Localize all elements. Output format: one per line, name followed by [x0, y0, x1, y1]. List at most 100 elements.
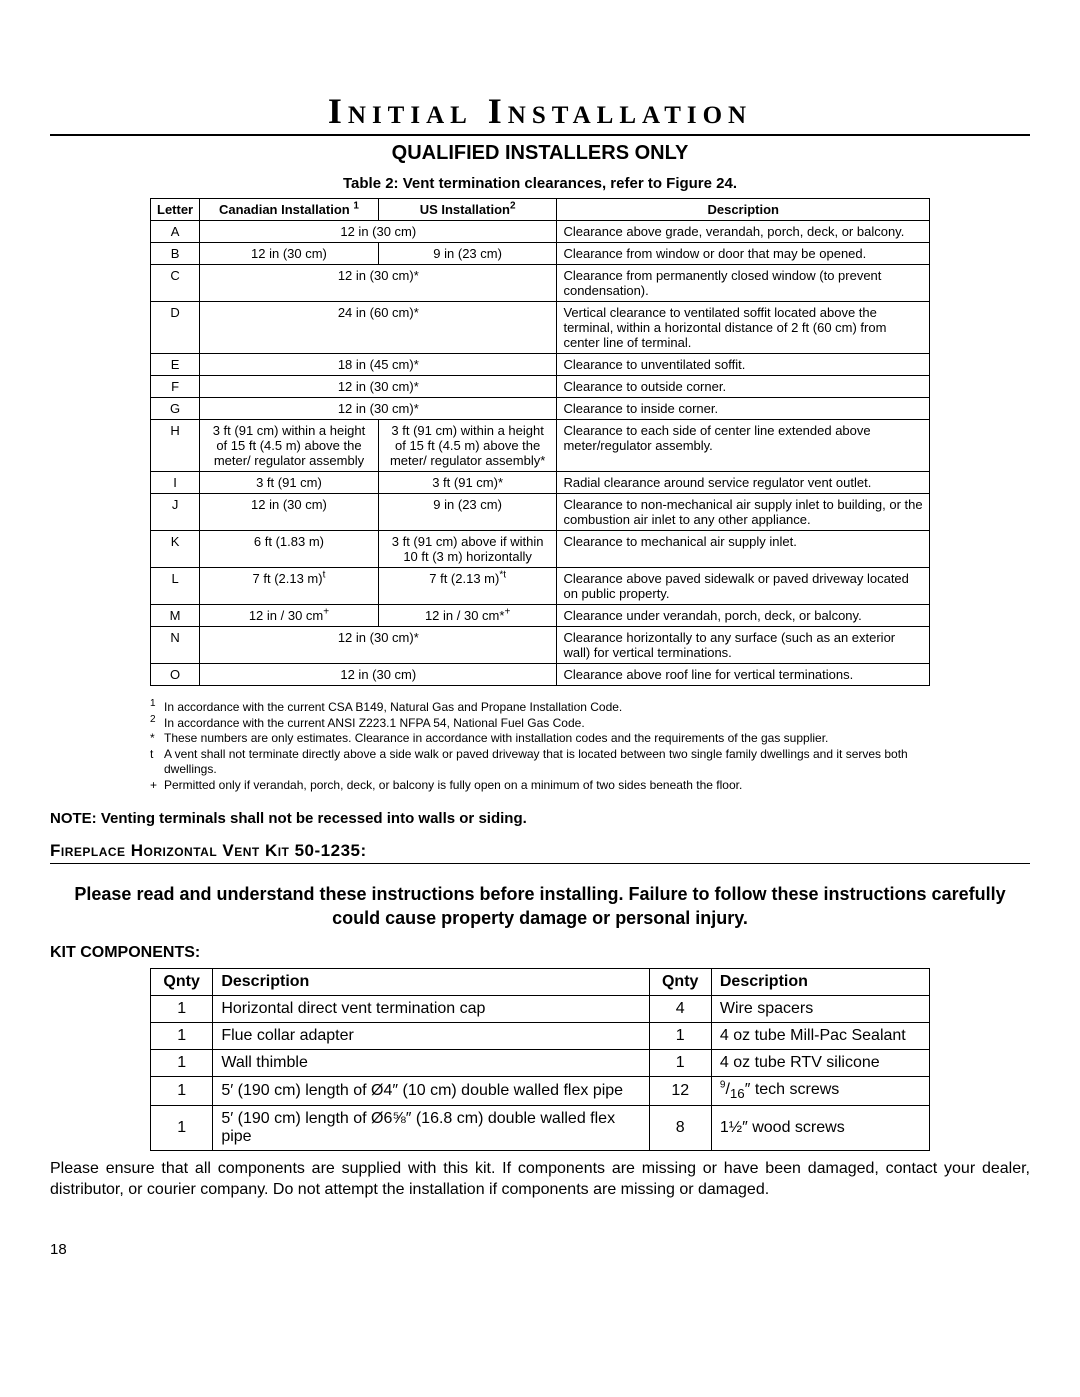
footnote-text: In accordance with the current CSA B149,…	[164, 700, 930, 716]
cell-us: 9 in (23 cm)	[378, 243, 557, 265]
cell-merged: 12 in (30 cm)*	[200, 265, 557, 302]
table-row: A12 in (30 cm)Clearance above grade, ver…	[151, 221, 930, 243]
cell-desc: Vertical clearance to ventilated soffit …	[557, 302, 930, 354]
col-qty2: Qnty	[649, 969, 711, 996]
cell-letter: J	[151, 494, 200, 531]
col-desc2: Description	[711, 969, 929, 996]
cell-desc: Clearance from permanently closed window…	[557, 265, 930, 302]
cell-merged: 18 in (45 cm)*	[200, 354, 557, 376]
cell-desc: Clearance above grade, verandah, porch, …	[557, 221, 930, 243]
cell-letter: D	[151, 302, 200, 354]
page-title: Initial Installation	[50, 90, 1030, 132]
cell-qty: 1	[151, 1106, 213, 1151]
table1-caption: Table 2: Vent termination clearances, re…	[50, 175, 1030, 192]
cell-desc: Flue collar adapter	[213, 1023, 649, 1050]
cell-letter: E	[151, 354, 200, 376]
cell-letter: N	[151, 627, 200, 664]
table-row: D24 in (60 cm)*Vertical clearance to ven…	[151, 302, 930, 354]
table-row: 1Wall thimble14 oz tube RTV silicone	[151, 1050, 930, 1077]
kit-components-head: KIT COMPONENTS:	[50, 944, 1030, 962]
col-letter: Letter	[151, 199, 200, 221]
cell-letter: G	[151, 398, 200, 420]
title-rule	[50, 134, 1030, 136]
cell-letter: L	[151, 568, 200, 605]
closing-paragraph: Please ensure that all components are su…	[50, 1159, 1030, 1201]
footnote-mark: t	[150, 747, 164, 778]
footnote-text: Permitted only if verandah, porch, deck,…	[164, 778, 930, 794]
cell-letter: B	[151, 243, 200, 265]
cell-us: 7 ft (2.13 m)*t	[378, 568, 557, 605]
cell-can: 3 ft (91 cm)	[200, 472, 379, 494]
table-row: O12 in (30 cm)Clearance above roof line …	[151, 664, 930, 686]
cell-desc: Clearance to each side of center line ex…	[557, 420, 930, 472]
table-row: H3 ft (91 cm) within a height of 15 ft (…	[151, 420, 930, 472]
footnote-mark: 2	[150, 716, 164, 732]
cell-merged: 12 in (30 cm)	[200, 664, 557, 686]
cell-desc: Clearance to inside corner.	[557, 398, 930, 420]
kit-components-table: Qnty Description Qnty Description 1Horiz…	[150, 968, 930, 1151]
cell-desc: Clearance from window or door that may b…	[557, 243, 930, 265]
col-can: Canadian Installation 1	[200, 199, 379, 221]
cell-qty: 1	[151, 996, 213, 1023]
cell-can: 12 in / 30 cm+	[200, 605, 379, 627]
footnote-text: These numbers are only estimates. Cleara…	[164, 731, 930, 747]
footnote-text: A vent shall not terminate directly abov…	[164, 747, 930, 778]
cell-desc: Clearance horizontally to any surface (s…	[557, 627, 930, 664]
cell-qty: 1	[649, 1050, 711, 1077]
subhead: QUALIFIED INSTALLERS ONLY	[50, 142, 1030, 165]
table-row: I3 ft (91 cm)3 ft (91 cm)*Radial clearan…	[151, 472, 930, 494]
page-number: 18	[50, 1241, 1030, 1258]
note: NOTE: Venting terminals shall not be rec…	[50, 810, 1030, 827]
footnote-text: In accordance with the current ANSI Z223…	[164, 716, 930, 732]
table-row: B12 in (30 cm)9 in (23 cm)Clearance from…	[151, 243, 930, 265]
cell-letter: M	[151, 605, 200, 627]
col-desc: Description	[557, 199, 930, 221]
cell-can: 7 ft (2.13 m)t	[200, 568, 379, 605]
table-row: 15′ (190 cm) length of Ø6⅝″ (16.8 cm) do…	[151, 1106, 930, 1151]
cell-us: 3 ft (91 cm) within a height of 15 ft (4…	[378, 420, 557, 472]
cell-qty: 1	[649, 1023, 711, 1050]
cell-merged: 12 in (30 cm)*	[200, 376, 557, 398]
warning-text: Please read and understand these instruc…	[50, 882, 1030, 931]
table-row: F12 in (30 cm)*Clearance to outside corn…	[151, 376, 930, 398]
cell-desc: 4 oz tube RTV silicone	[711, 1050, 929, 1077]
cell-us: 3 ft (91 cm)*	[378, 472, 557, 494]
cell-desc: Clearance to non-mechanical air supply i…	[557, 494, 930, 531]
cell-qty: 12	[649, 1077, 711, 1106]
cell-desc: Clearance above paved sidewalk or paved …	[557, 568, 930, 605]
section-title: Fireplace Horizontal Vent Kit 50-1235:	[50, 841, 1030, 861]
col-us: US Installation2	[378, 199, 557, 221]
table-row: J12 in (30 cm)9 in (23 cm)Clearance to n…	[151, 494, 930, 531]
cell-us: 9 in (23 cm)	[378, 494, 557, 531]
section-rule	[50, 863, 1030, 864]
cell-merged: 12 in (30 cm)*	[200, 627, 557, 664]
col-desc1: Description	[213, 969, 649, 996]
footnote-mark: +	[150, 778, 164, 794]
cell-merged: 24 in (60 cm)*	[200, 302, 557, 354]
table-row: L7 ft (2.13 m)t7 ft (2.13 m)*tClearance …	[151, 568, 930, 605]
clearance-table: Letter Canadian Installation 1 US Instal…	[150, 198, 930, 686]
cell-letter: F	[151, 376, 200, 398]
cell-desc: Clearance to outside corner.	[557, 376, 930, 398]
cell-qty: 1	[151, 1023, 213, 1050]
cell-qty: 1	[151, 1050, 213, 1077]
cell-letter: O	[151, 664, 200, 686]
cell-desc: 4 oz tube Mill-Pac Sealant	[711, 1023, 929, 1050]
footnotes: 1In accordance with the current CSA B149…	[150, 700, 930, 794]
cell-letter: C	[151, 265, 200, 302]
cell-us: 3 ft (91 cm) above if within 10 ft (3 m)…	[378, 531, 557, 568]
cell-can: 12 in (30 cm)	[200, 243, 379, 265]
cell-qty: 8	[649, 1106, 711, 1151]
cell-letter: A	[151, 221, 200, 243]
cell-can: 12 in (30 cm)	[200, 494, 379, 531]
cell-desc: Radial clearance around service regulato…	[557, 472, 930, 494]
cell-us: 12 in / 30 cm*+	[378, 605, 557, 627]
cell-can: 3 ft (91 cm) within a height of 15 ft (4…	[200, 420, 379, 472]
cell-can: 6 ft (1.83 m)	[200, 531, 379, 568]
table-row: 1Horizontal direct vent termination cap4…	[151, 996, 930, 1023]
cell-letter: H	[151, 420, 200, 472]
footnote-mark: *	[150, 731, 164, 747]
cell-desc: Wall thimble	[213, 1050, 649, 1077]
cell-desc: Clearance to mechanical air supply inlet…	[557, 531, 930, 568]
cell-desc: Horizontal direct vent termination cap	[213, 996, 649, 1023]
